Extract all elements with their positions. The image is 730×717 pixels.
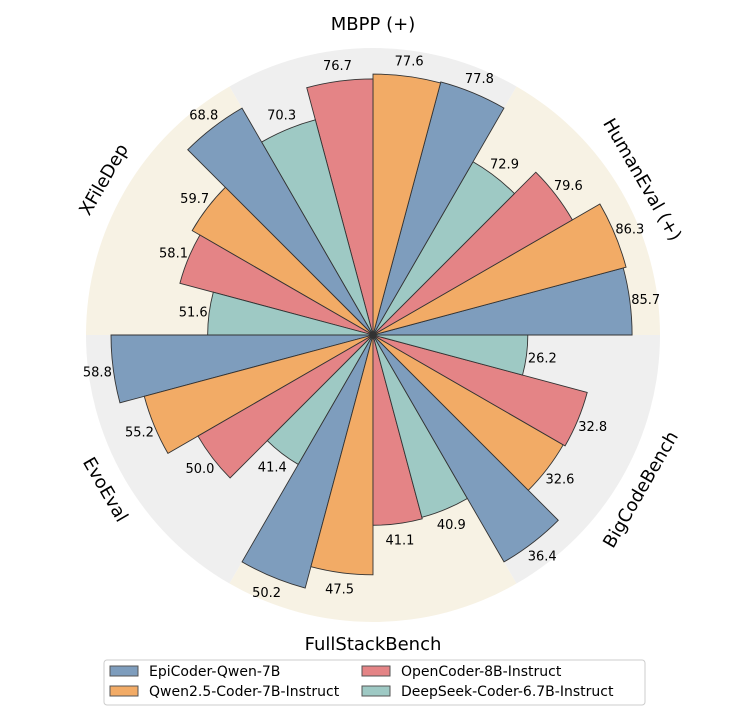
bar: [191, 186, 374, 336]
value-label: 70.3: [267, 108, 296, 123]
value-label: 58.8: [83, 365, 112, 380]
bar: [187, 107, 374, 336]
bar: [197, 334, 374, 479]
value-label: 26.2: [528, 351, 557, 366]
value-label: 86.3: [615, 223, 644, 238]
value-label: 50.2: [252, 586, 281, 601]
legend-swatch: [109, 665, 139, 677]
value-label: 68.8: [189, 108, 218, 123]
bar: [372, 73, 442, 336]
bar: [179, 234, 374, 336]
value-label: 32.8: [578, 420, 607, 435]
value-label: 32.6: [545, 472, 574, 487]
value-label: 41.1: [385, 533, 414, 548]
category-label: MBPP (+): [331, 14, 415, 35]
value-label: 36.4: [528, 550, 557, 565]
legend-label: EpiCoder-Qwen-7B: [149, 664, 280, 680]
value-label: 76.7: [323, 59, 352, 74]
legend-swatch: [361, 665, 391, 677]
legend-frame: [103, 659, 646, 706]
value-label: 72.9: [490, 158, 519, 173]
legend-label: OpenCoder-8B-Instruct: [401, 664, 562, 680]
bar: [372, 203, 627, 336]
bar: [310, 334, 374, 576]
bar: [372, 171, 573, 336]
value-label: 40.9: [437, 518, 466, 533]
value-label: 41.4: [258, 460, 287, 475]
bar: [372, 334, 588, 447]
value-label: 47.5: [325, 583, 354, 598]
legend-swatch: [361, 685, 391, 697]
legend-swatch: [109, 685, 139, 697]
bar: [372, 334, 529, 376]
category-label: FullStackBench: [305, 634, 442, 655]
legend-label: DeepSeek-Coder-6.7B-Instruct: [401, 684, 614, 700]
value-label: 51.6: [179, 305, 208, 320]
bar: [143, 334, 374, 455]
bar: [241, 334, 374, 589]
bar: [372, 81, 505, 336]
bar: [306, 78, 374, 336]
bar: [372, 334, 559, 563]
value-label: 58.1: [159, 246, 188, 261]
value-label: 79.6: [554, 179, 583, 194]
value-label: 55.2: [125, 426, 154, 441]
value-label: 50.0: [185, 462, 214, 477]
bar: [110, 334, 374, 404]
value-label: 77.8: [465, 72, 494, 87]
value-label: 59.7: [180, 192, 209, 207]
legend: EpiCoder-Qwen-7B Qwen2.5-Coder-7B-Instruc…: [103, 659, 646, 706]
value-label: 85.7: [631, 293, 660, 308]
value-label: 77.6: [395, 54, 424, 69]
legend-label: Qwen2.5-Coder-7B-Instruct: [149, 684, 340, 700]
